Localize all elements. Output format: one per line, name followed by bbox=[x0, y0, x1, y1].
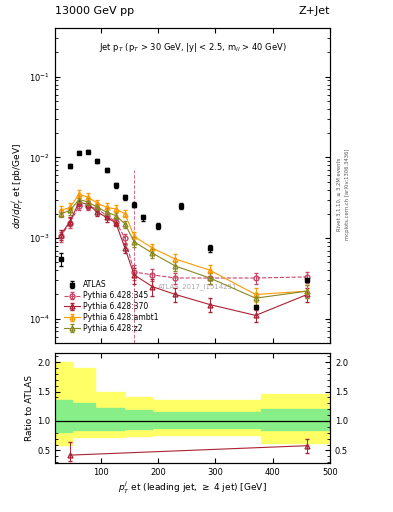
Text: Rivet 3.1.10, ≥ 3.2M events: Rivet 3.1.10, ≥ 3.2M events bbox=[336, 158, 342, 231]
Text: Jet p$_T$ (p$_T$ > 30 GeV, |y| < 2.5, m$_{ll}$ > 40 GeV): Jet p$_T$ (p$_T$ > 30 GeV, |y| < 2.5, m$… bbox=[99, 41, 286, 54]
Legend: ATLAS, Pythia 6.428:345, Pythia 6.428:370, Pythia 6.428:ambt1, Pythia 6.428:z2: ATLAS, Pythia 6.428:345, Pythia 6.428:37… bbox=[64, 280, 158, 333]
Text: 13000 GeV pp: 13000 GeV pp bbox=[55, 6, 134, 15]
Y-axis label: $d\sigma/dp_T^j$ et [pb/GeV]: $d\sigma/dp_T^j$ et [pb/GeV] bbox=[10, 142, 26, 229]
X-axis label: $p_T^j$ et (leading jet, $\geq$ 4 jet) [GeV]: $p_T^j$ et (leading jet, $\geq$ 4 jet) [… bbox=[118, 480, 267, 496]
Text: ATLAS_2017_I1514251: ATLAS_2017_I1514251 bbox=[158, 283, 238, 290]
Text: mcplots.cern.ch [arXiv:1306.3436]: mcplots.cern.ch [arXiv:1306.3436] bbox=[345, 149, 350, 240]
Text: Z+Jet: Z+Jet bbox=[299, 6, 330, 15]
Y-axis label: Ratio to ATLAS: Ratio to ATLAS bbox=[25, 375, 34, 441]
